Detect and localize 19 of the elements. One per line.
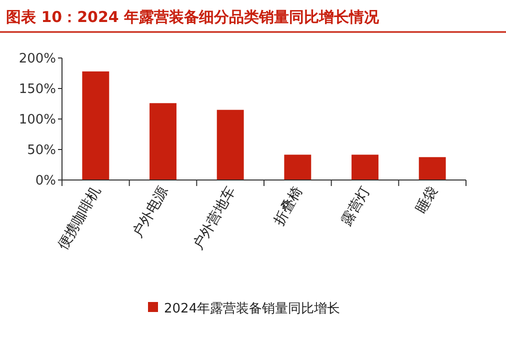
- x-tick-label: 露营灯: [338, 184, 374, 228]
- y-tick-label: 200%: [18, 52, 56, 67]
- legend-label: 2024年露营装备销量同比增长: [164, 302, 340, 317]
- y-tick-label: 100%: [18, 112, 56, 128]
- y-tick-label: 50%: [27, 143, 56, 158]
- x-tick-label: 户外营地车: [190, 184, 239, 253]
- x-tick-label: 折叠椅: [271, 184, 306, 228]
- bar: [216, 110, 244, 180]
- bar: [284, 154, 312, 180]
- bar: [418, 157, 446, 180]
- chart-title: 图表 10：2024 年露营装备细分品类销量同比增长情况: [6, 8, 380, 26]
- y-tick-label: 150%: [18, 82, 56, 98]
- y-tick-label: 0%: [35, 174, 56, 189]
- x-tick-label: 睡袋: [412, 184, 441, 216]
- x-tick-label: 户外电源: [130, 184, 172, 240]
- bar: [352, 154, 378, 180]
- bar: [150, 103, 176, 180]
- x-tick-label: 便携咖啡机: [55, 184, 104, 253]
- bar: [82, 71, 110, 180]
